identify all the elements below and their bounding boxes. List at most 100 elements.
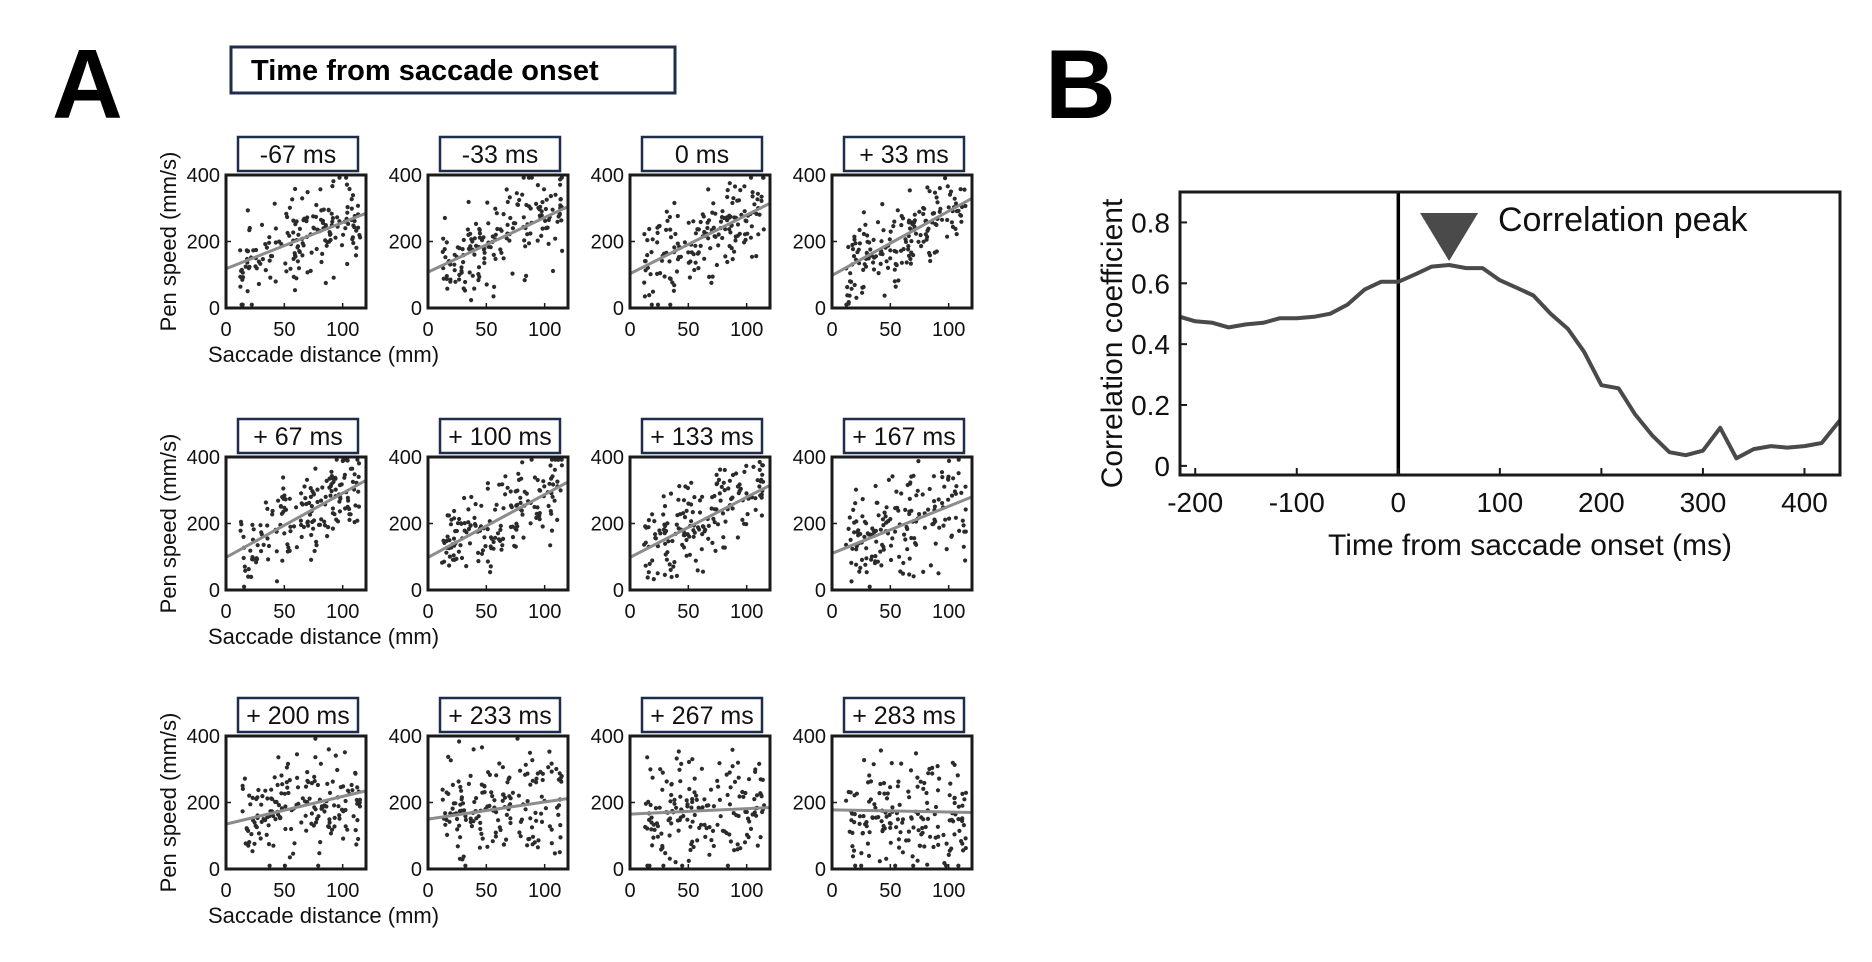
scatter-point xyxy=(954,209,960,214)
scatter-point xyxy=(445,832,450,838)
scatter-point xyxy=(642,232,647,237)
scatter-point xyxy=(294,219,299,224)
scatter-point xyxy=(850,546,855,551)
scatter-point xyxy=(522,238,527,243)
scatter-point xyxy=(281,509,286,514)
scatter-point xyxy=(845,285,850,290)
scatter-point xyxy=(953,515,959,520)
scatter-point xyxy=(865,531,870,536)
scatter-point xyxy=(885,791,890,796)
y-tick-label: 400 xyxy=(793,165,826,187)
x-tick-label: 100 xyxy=(730,880,763,902)
scatter-point xyxy=(649,302,654,307)
scatter-point xyxy=(242,776,247,781)
scatter-point xyxy=(928,834,933,839)
scatter-point xyxy=(867,773,872,778)
scatter-point xyxy=(725,188,730,193)
scatter-point xyxy=(907,556,912,561)
scatter-point xyxy=(240,783,245,788)
scatter-point xyxy=(847,515,852,520)
scatter-point xyxy=(957,528,962,534)
scatter-point xyxy=(343,226,348,231)
scatter-point xyxy=(451,536,457,541)
scatter-point xyxy=(874,539,879,544)
scatter-point xyxy=(951,476,956,481)
scatter-point xyxy=(937,209,942,214)
scatter-point xyxy=(479,745,485,750)
scatter-point xyxy=(490,794,495,799)
scatter-point xyxy=(946,497,951,502)
scatter-point xyxy=(899,761,904,766)
scatter-point xyxy=(681,533,687,538)
x-axis-label: Saccade distance (mm) xyxy=(208,624,439,649)
x-tick-label: 50 xyxy=(677,601,699,623)
scatter-point xyxy=(941,832,946,838)
x-tick-label: 100 xyxy=(932,601,965,623)
y-tick-label: 0 xyxy=(1154,451,1170,482)
scatter-point xyxy=(528,782,533,787)
scatter-point xyxy=(963,203,968,209)
scatter-point xyxy=(932,190,938,195)
scatter-point xyxy=(686,858,691,864)
scatter-point xyxy=(906,244,911,249)
scatter-point xyxy=(702,797,707,802)
scatter-point xyxy=(458,802,463,807)
scatter-point xyxy=(537,213,543,218)
scatter-point xyxy=(857,227,862,233)
scatter-point xyxy=(288,529,293,534)
scatter-point xyxy=(732,215,737,220)
scatter-point xyxy=(693,260,698,265)
scatter-point xyxy=(294,505,299,510)
scatter-point xyxy=(884,520,889,525)
scatter-point xyxy=(674,269,680,274)
scatter-point xyxy=(309,532,314,538)
scatter-point xyxy=(673,231,678,237)
scatter-point xyxy=(482,784,487,789)
scatter-point xyxy=(736,491,741,496)
scatter-point xyxy=(305,190,310,195)
scatter-point xyxy=(339,243,345,248)
scatter-point xyxy=(289,826,294,832)
scatter-point xyxy=(936,571,941,576)
scatter-point xyxy=(900,216,906,221)
scatter-point xyxy=(356,474,361,479)
scatter-point xyxy=(652,519,657,524)
scatter-point xyxy=(735,760,741,765)
scatter-point xyxy=(518,819,524,825)
scatter-point xyxy=(689,502,694,507)
scatter-point xyxy=(921,211,926,217)
scatter-point xyxy=(532,504,537,510)
scatter-point xyxy=(728,785,733,790)
scatter-point xyxy=(860,514,865,519)
subplot-title-box xyxy=(842,417,966,455)
scatter-point xyxy=(249,302,254,307)
scatter-point xyxy=(452,268,457,273)
scatter-point xyxy=(472,799,477,805)
scatter-point xyxy=(760,809,765,815)
scatter-point xyxy=(943,517,948,522)
scatter-point xyxy=(302,484,307,489)
scatter-point xyxy=(453,529,458,534)
scatter-point xyxy=(494,773,499,778)
scatter-point xyxy=(353,253,359,258)
scatter-point xyxy=(335,767,340,773)
scatter-point xyxy=(669,574,674,580)
scatter-point xyxy=(351,223,356,228)
scatter-point xyxy=(673,860,678,865)
scatter-point xyxy=(305,270,310,275)
scatter-point xyxy=(715,778,720,784)
scatter-point xyxy=(325,534,330,539)
scatter-point xyxy=(750,190,755,195)
scatter-point xyxy=(674,805,679,810)
scatter-point xyxy=(534,776,539,781)
scatter-point xyxy=(672,200,677,206)
scatter-point xyxy=(318,761,323,766)
scatter-point xyxy=(278,504,283,509)
scatter-point xyxy=(525,232,530,237)
x-tick-label: 50 xyxy=(475,601,497,623)
scatter-point xyxy=(287,205,292,210)
scatter-point xyxy=(273,817,278,822)
scatter-point xyxy=(510,271,515,276)
